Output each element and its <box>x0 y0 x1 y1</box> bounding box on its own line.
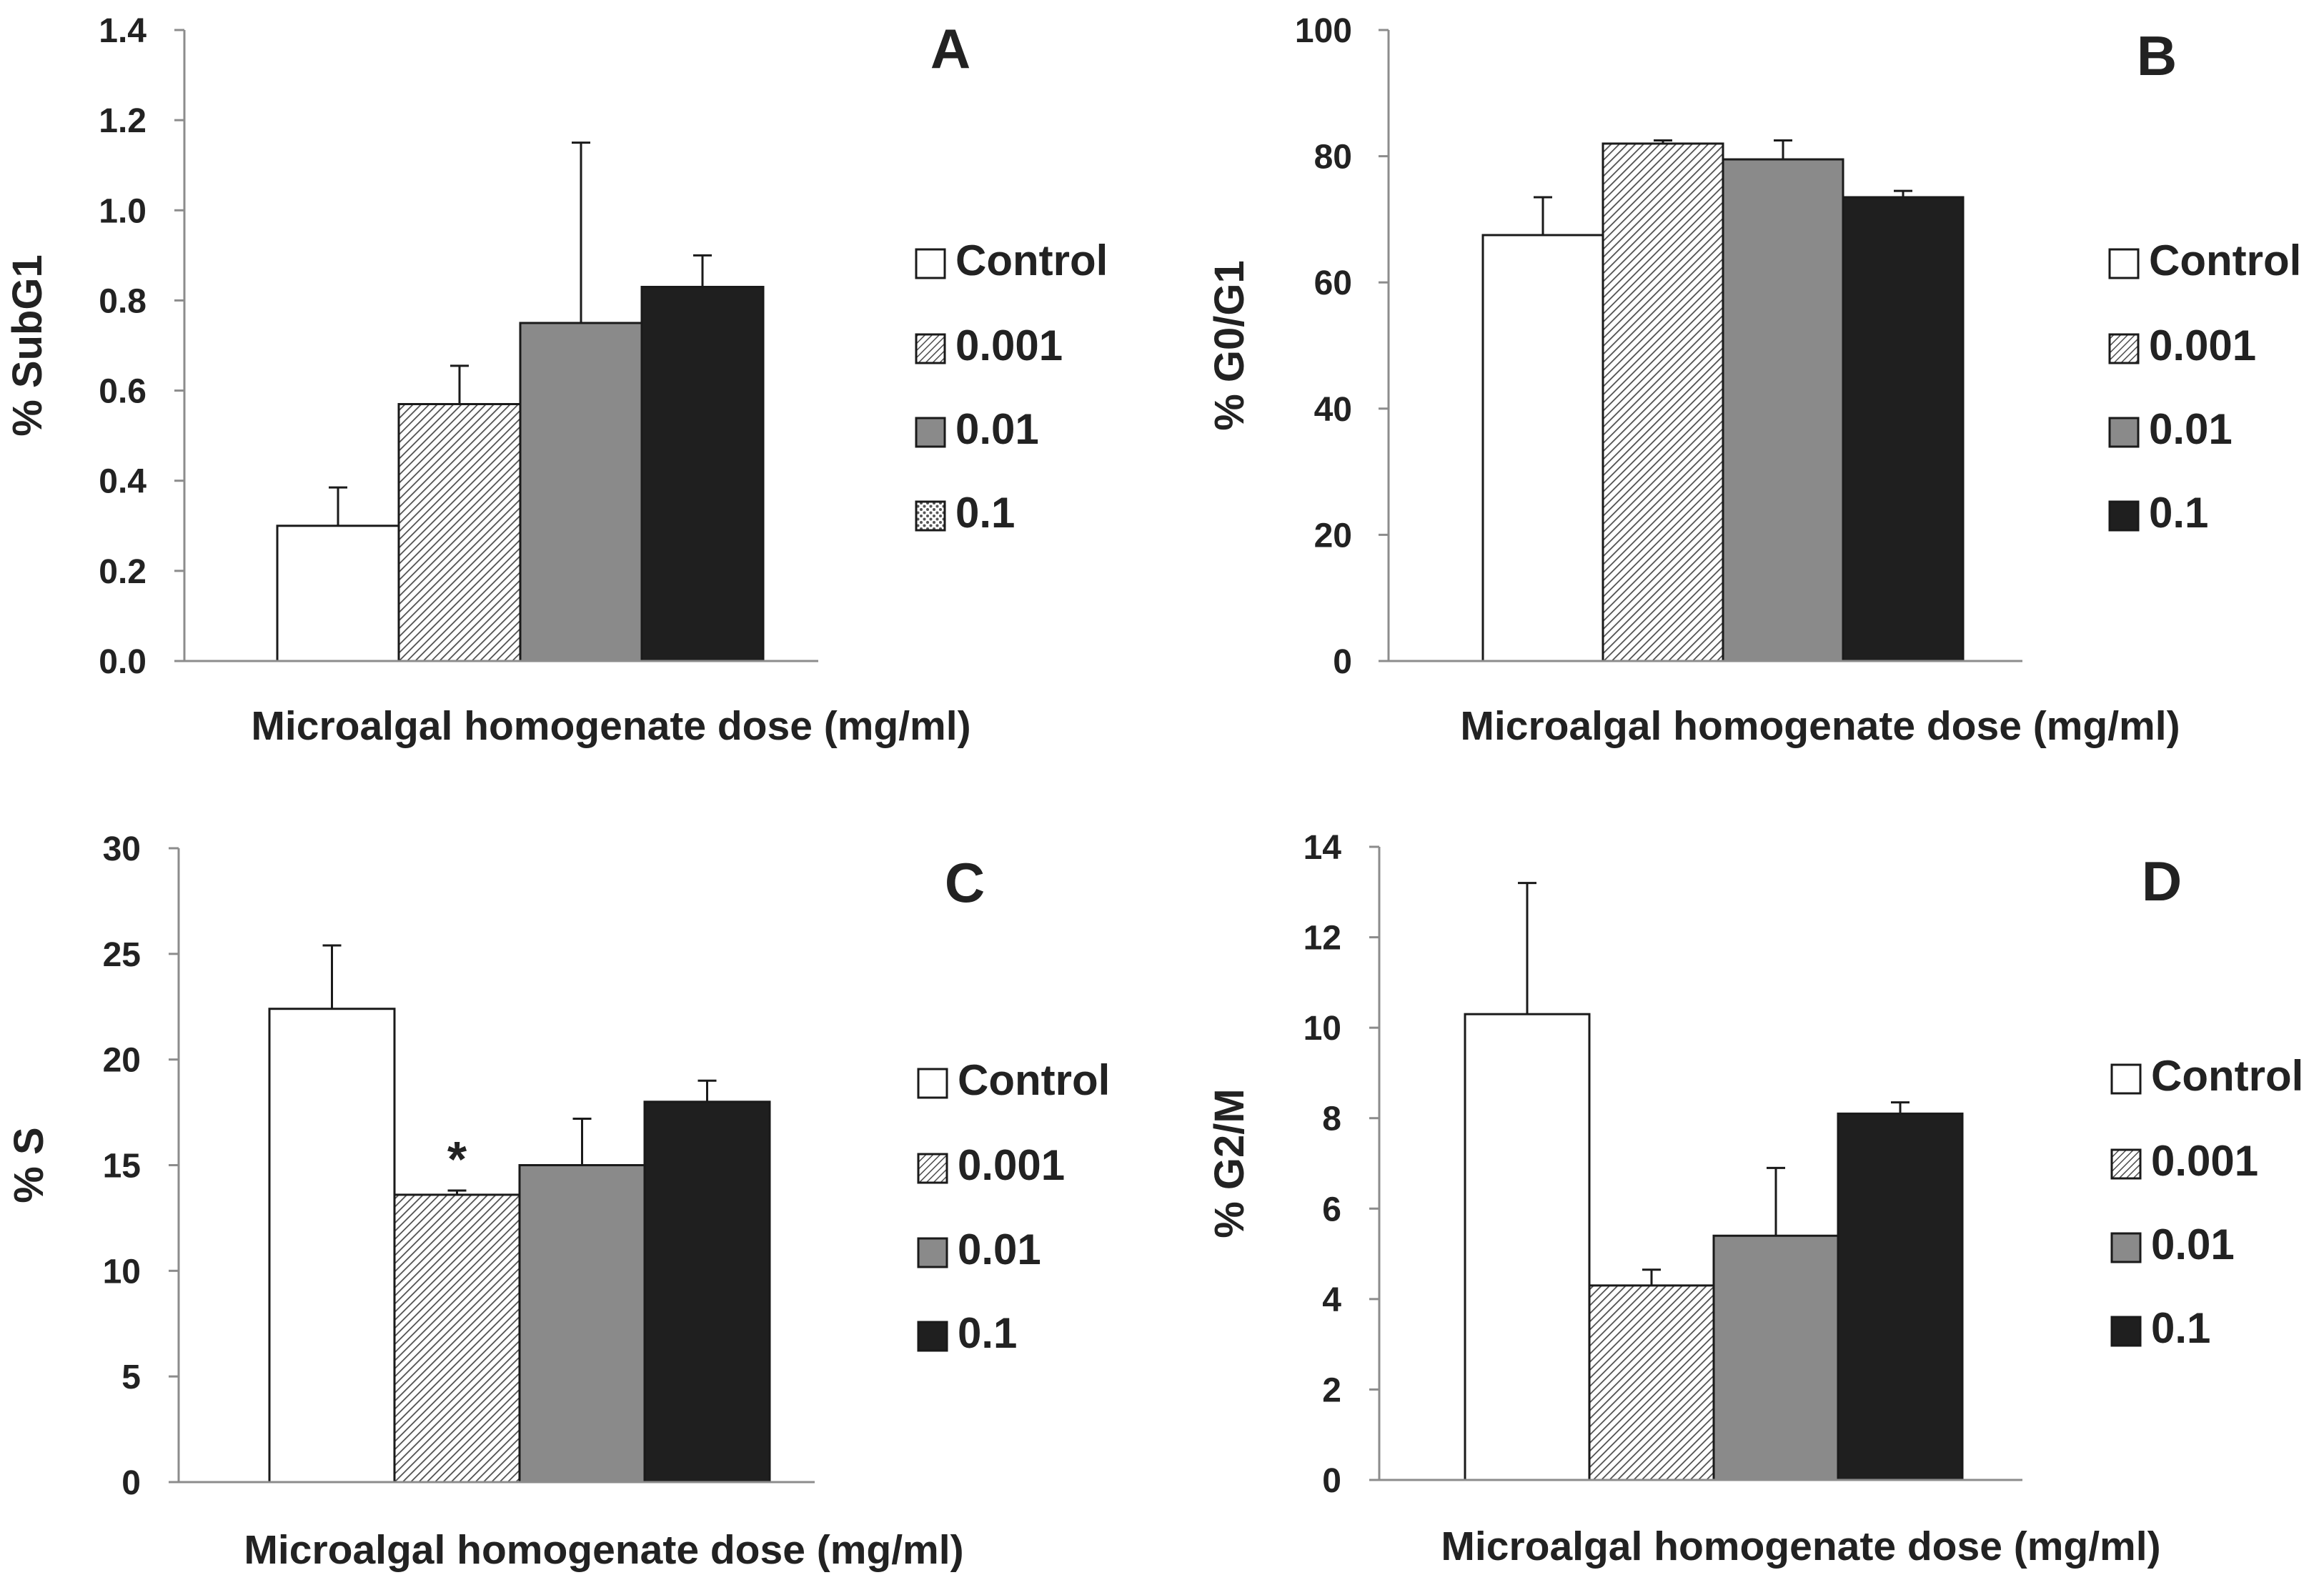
x-axis-label: Microalgal homogenate dose (mg/ml) <box>1441 1524 2160 1569</box>
legend-label: 0.1 <box>958 1309 1017 1357</box>
panel-letter: B <box>2137 24 2177 87</box>
y-tick-label: 20 <box>1314 517 1352 555</box>
bar-0-01 <box>1712 1234 1839 1481</box>
panel-letter: C <box>945 851 985 914</box>
legend-swatch <box>915 417 946 448</box>
bar-0-01 <box>518 1164 646 1484</box>
legend-label: 0.01 <box>2149 405 2233 453</box>
y-tick-label: 8 <box>1322 1100 1341 1138</box>
legend-swatch <box>917 1153 948 1184</box>
bar-control <box>1481 234 1604 662</box>
significance-marker: * <box>447 1131 467 1187</box>
y-tick-label: 0.8 <box>99 282 147 320</box>
y-tick-label: 60 <box>1314 264 1352 302</box>
bar-0-1 <box>643 1100 771 1484</box>
legend-swatch <box>2110 1232 2142 1263</box>
bar-0-1 <box>1842 196 1965 662</box>
y-tick-label: 10 <box>1303 1010 1341 1048</box>
y-tick-label: 14 <box>1303 829 1342 867</box>
bar-0-1 <box>1837 1112 1964 1481</box>
legend-swatch <box>917 1321 948 1352</box>
legend-label: 0.001 <box>958 1141 1065 1189</box>
bar-0-01 <box>1722 158 1844 662</box>
bar-0-01 <box>519 322 643 662</box>
legend-swatch <box>2110 1063 2142 1095</box>
y-tick-label: 30 <box>103 830 141 868</box>
y-tick-label: 1.4 <box>99 12 147 50</box>
y-tick-label: 0 <box>1322 1462 1341 1500</box>
y-axis-label: % G0/G1 <box>1206 260 1253 431</box>
legend-label: 0.001 <box>955 322 1063 369</box>
bar-0-001 <box>1602 142 1724 662</box>
x-axis-label: Microalgal homogenate dose (mg/ml) <box>1460 703 2180 749</box>
bar-0-001 <box>397 402 522 662</box>
x-axis-label: Microalgal homogenate dose (mg/ml) <box>251 703 970 749</box>
chart-panel-a: 0.0 0.2 0.4 0.6 0.8 1.0 1.2 1.4 % SubG1 Microalga… <box>4 12 1108 749</box>
y-tick-label: 1.2 <box>99 102 147 140</box>
legend-swatch <box>2110 1316 2142 1347</box>
legend-label: 0.01 <box>2151 1221 2235 1268</box>
y-tick-label: 5 <box>121 1358 141 1396</box>
y-tick-label: 12 <box>1303 920 1341 958</box>
y-tick-label: 0 <box>121 1464 141 1502</box>
y-tick-label: 2 <box>1322 1371 1341 1409</box>
x-axis-label: Microalgal homogenate dose (mg/ml) <box>244 1527 963 1573</box>
chart-panel-d: 0 2 4 6 8 10 12 14 % G2/M Microalgal homogenate d… <box>1206 829 2303 1569</box>
y-tick-label: 20 <box>103 1042 141 1080</box>
legend-swatch <box>2108 500 2140 532</box>
bar-control <box>1464 1013 1591 1481</box>
y-axis-label: % SubG1 <box>4 254 51 437</box>
bar-control <box>276 525 400 662</box>
y-axis-label: % S <box>6 1127 52 1203</box>
bar-control <box>268 1008 396 1484</box>
legend-swatch <box>915 248 946 279</box>
legend-label: 0.01 <box>955 405 1039 453</box>
legend-swatch <box>2110 1148 2142 1180</box>
y-tick-label: 0.4 <box>99 463 147 501</box>
bar-0-001 <box>1588 1284 1715 1481</box>
y-tick-label: 4 <box>1322 1281 1341 1319</box>
y-tick-label: 0 <box>1333 643 1352 681</box>
y-axis-label: % G2/M <box>1206 1088 1253 1238</box>
legend-swatch <box>2108 417 2140 448</box>
legend-label: Control <box>2149 237 2301 284</box>
y-tick-label: 25 <box>103 936 141 974</box>
legend-swatch <box>915 500 946 532</box>
y-tick-label: 6 <box>1322 1191 1341 1228</box>
legend-swatch <box>915 333 946 364</box>
legend-swatch <box>2108 248 2140 279</box>
legend-label: Control <box>958 1056 1110 1104</box>
chart-panel-c: 0 5 10 15 20 25 30 * % S Microalgal homogenate do… <box>6 830 1110 1573</box>
legend-swatch <box>2108 333 2140 364</box>
y-tick-label: 40 <box>1314 391 1352 429</box>
bar-0-1 <box>640 286 765 662</box>
y-tick-label: 10 <box>103 1253 141 1291</box>
y-tick-label: 1.0 <box>99 192 147 230</box>
panel-letter: D <box>2142 850 2182 913</box>
legend-label: 0.01 <box>958 1226 1041 1273</box>
y-tick-label: 80 <box>1314 139 1352 177</box>
y-tick-label: 15 <box>103 1148 141 1186</box>
y-tick-label: 100 <box>1295 12 1352 50</box>
panel-letter: A <box>930 17 970 80</box>
legend-label: 0.1 <box>2149 489 2208 537</box>
legend-label: 0.001 <box>2151 1137 2258 1185</box>
legend-label: Control <box>2151 1052 2303 1100</box>
legend-label: Control <box>955 237 1108 284</box>
legend-label: 0.001 <box>2149 322 2256 369</box>
chart-panel-b: 0 20 40 60 80 100 % G0/G1 Microalgal homogenate… <box>1206 12 2301 749</box>
y-tick-label: 0.0 <box>99 643 147 681</box>
legend-swatch <box>917 1237 948 1268</box>
y-tick-label: 0.6 <box>99 373 147 411</box>
y-tick-label: 0.2 <box>99 553 147 591</box>
legend-swatch <box>917 1068 948 1099</box>
bar-0-001 <box>393 1193 521 1484</box>
legend-label: 0.1 <box>2151 1304 2210 1352</box>
legend-label: 0.1 <box>955 489 1015 537</box>
